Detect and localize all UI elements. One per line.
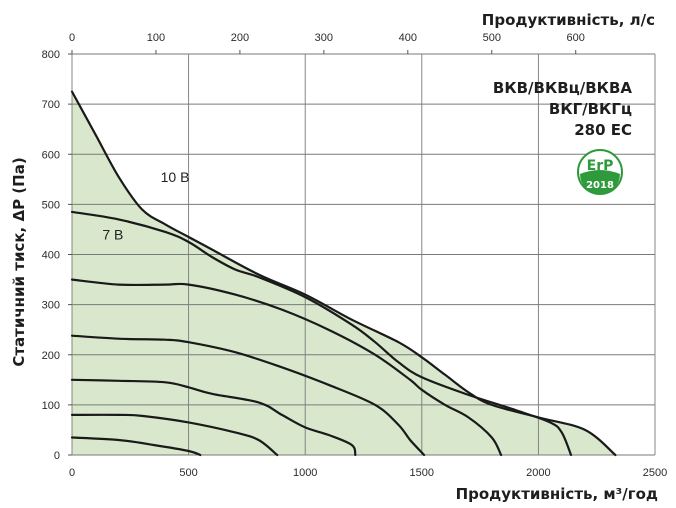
x2-tick-label: 500 [483, 32, 501, 44]
curve-label: 7 В [102, 226, 123, 242]
curve-10-В [70, 90, 617, 457]
y-tick-label: 600 [42, 149, 60, 161]
x2-tick-label: 0 [69, 32, 75, 44]
operating-area [72, 91, 616, 455]
grid [71, 53, 656, 456]
model-line-3: 280 ЕС [574, 121, 632, 139]
curve-curve-7 [70, 436, 202, 457]
y-tick-label: 400 [42, 250, 60, 262]
x-axis-title: Продуктивність, м³/год [456, 485, 658, 503]
erp-2018-badge: ErP 2018 [577, 149, 623, 195]
y-tick-label: 700 [42, 99, 60, 111]
curve-curve-3 [70, 278, 503, 457]
x-tick-label: 0 [69, 467, 75, 479]
y-tick-label: 200 [42, 350, 60, 362]
y-tick-label: 300 [42, 300, 60, 312]
x-tick-label: 1000 [293, 467, 317, 479]
x-tick-label: 2000 [526, 467, 550, 479]
x2-tick-label: 600 [567, 32, 585, 44]
curve-labels: 10 В 7 В [102, 169, 189, 243]
curve-curve-5 [70, 378, 357, 457]
y-tick-label: 0 [54, 450, 60, 462]
y-tick-label: 800 [42, 49, 60, 61]
erp-text: ErP [587, 158, 614, 174]
x2-tick-label: 200 [231, 32, 249, 44]
curve-curve-4 [70, 334, 426, 457]
operating-area-fill [72, 91, 616, 455]
curve-label: 10 В [161, 169, 190, 185]
x2-tick-label: 400 [399, 32, 417, 44]
curve-curve-6 [70, 413, 279, 457]
x-tick-label: 2500 [643, 467, 667, 479]
y-axis-title: Статичний тиск, ΔP (Па) [10, 157, 28, 366]
x2-tick-label: 100 [147, 32, 165, 44]
model-line-1: ВКВ/ВКВц/ВКВА [493, 79, 632, 97]
erp-year: 2018 [586, 180, 614, 191]
curve-7-В [70, 210, 573, 457]
x-tick-label: 1500 [410, 467, 434, 479]
y-tick-label: 100 [42, 400, 60, 412]
model-line-2: ВКГ/ВКГц [549, 100, 632, 118]
leaf-swoosh-icon [580, 170, 620, 194]
top-axis-title: Продуктивність, л/с [482, 11, 655, 29]
y-tick-label: 500 [42, 199, 60, 211]
x-tick-label: 500 [179, 467, 197, 479]
performance-curves [70, 90, 617, 457]
x2-tick-label: 300 [315, 32, 333, 44]
